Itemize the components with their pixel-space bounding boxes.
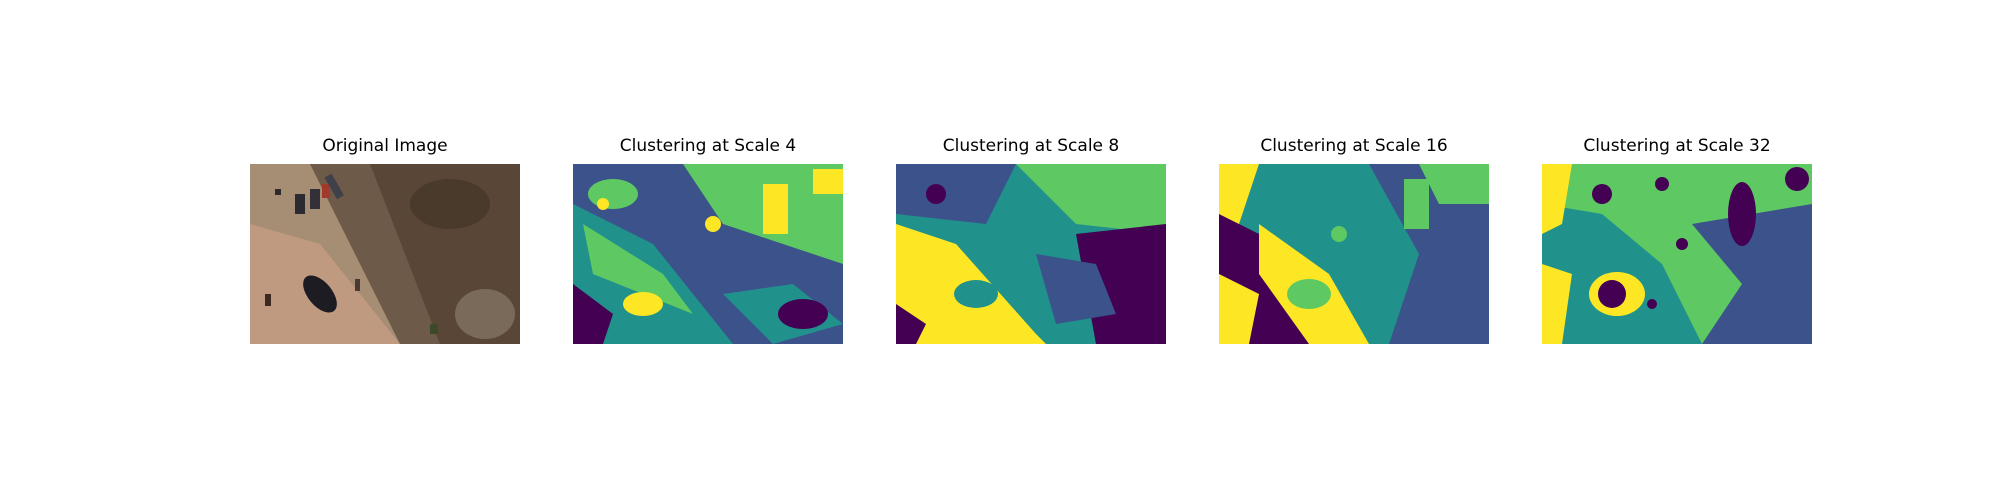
cluster-map-image bbox=[1219, 164, 1489, 344]
panel-title: Original Image bbox=[322, 136, 448, 156]
panel-title: Clustering at Scale 4 bbox=[619, 136, 797, 156]
panel-title: Clustering at Scale 16 bbox=[1260, 136, 1448, 156]
aerial-photo-image bbox=[250, 164, 520, 344]
cluster-map-image bbox=[1542, 164, 1812, 344]
cluster-map-image bbox=[573, 164, 843, 344]
panel-title: Clustering at Scale 8 bbox=[942, 136, 1120, 156]
panel-title: Clustering at Scale 32 bbox=[1583, 136, 1771, 156]
cluster-map-image bbox=[896, 164, 1166, 344]
